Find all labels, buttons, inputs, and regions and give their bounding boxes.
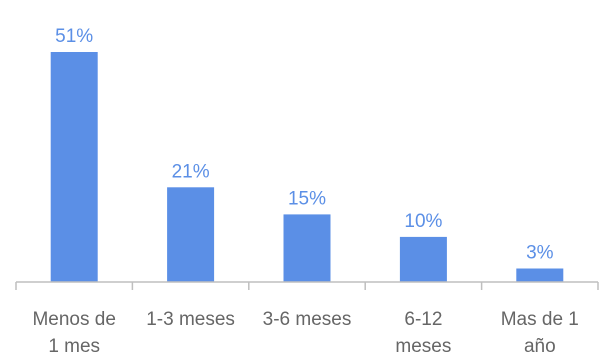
category-label: 3-6 meses: [263, 309, 352, 330]
data-label: 51%: [55, 26, 93, 47]
category-label-line: 1 mes: [48, 336, 100, 357]
bar: [516, 268, 564, 282]
category-label-line: Menos de: [32, 309, 115, 330]
category-label-line: año: [524, 336, 556, 357]
data-label: 15%: [288, 188, 326, 209]
category-label: Menos de 1 mes: [32, 309, 115, 357]
category-label: 1-3 meses: [146, 309, 235, 330]
data-label: 10%: [404, 211, 442, 232]
category-label-line: meses: [395, 336, 451, 357]
bar: [167, 187, 215, 282]
category-label: Mas de 1 año: [501, 309, 579, 357]
category-label-line: 6-12: [404, 309, 442, 330]
bar: [50, 52, 98, 282]
category-label-line: 3-6 meses: [263, 309, 352, 330]
category-label-line: 1-3 meses: [146, 309, 235, 330]
bar: [283, 214, 331, 282]
data-label: 3%: [526, 243, 554, 264]
data-label: 21%: [172, 161, 210, 182]
category-label: 6-12 meses: [395, 309, 451, 357]
category-label-line: Mas de 1: [501, 309, 579, 330]
bar: [399, 236, 447, 282]
